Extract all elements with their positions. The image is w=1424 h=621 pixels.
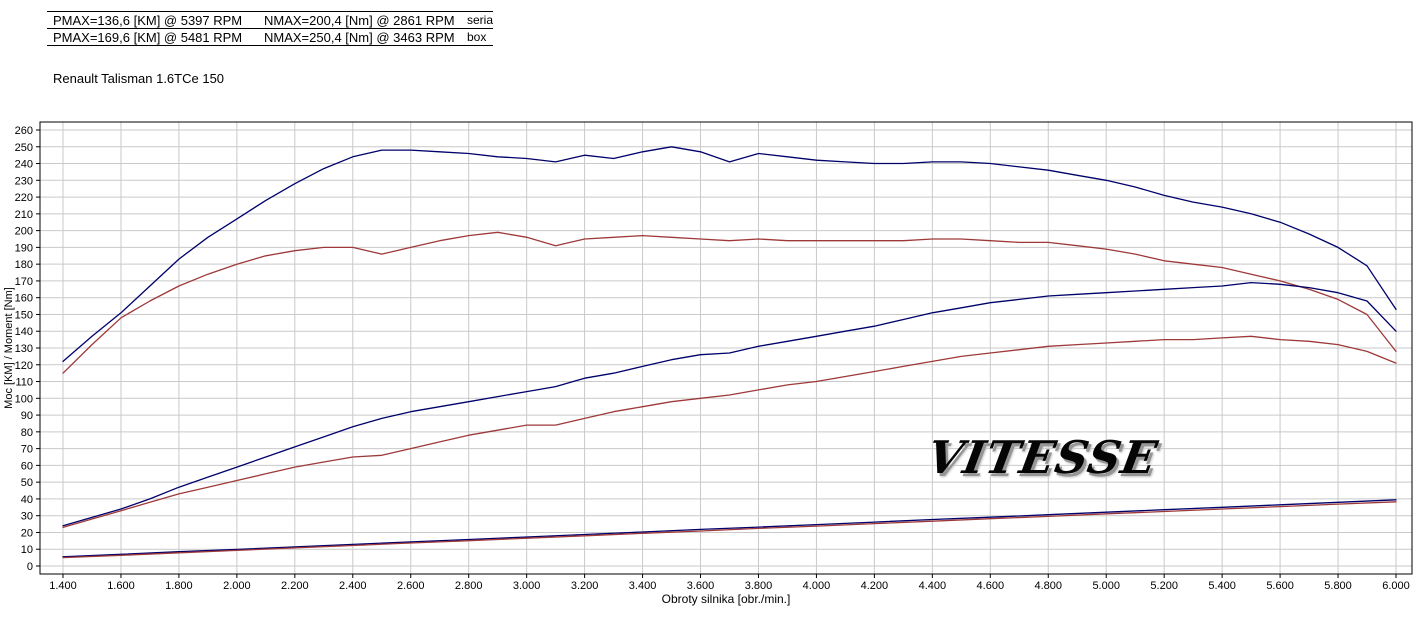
ytick-label: 250 — [15, 142, 33, 154]
ytick-label: 30 — [21, 511, 33, 523]
xtick-label: 4.200 — [861, 580, 889, 592]
pmax-box-value: PMAX=169,6 [KM] @ 5481 RPM — [53, 29, 243, 45]
ytick-label: 90 — [21, 410, 33, 422]
xtick-label: 3.000 — [513, 580, 541, 592]
xtick-label: 2.600 — [397, 580, 425, 592]
xtick-label: 2.800 — [455, 580, 483, 592]
xtick-label: 2.000 — [223, 580, 251, 592]
ytick-label: 120 — [15, 360, 33, 372]
xtick-label: 5.600 — [1266, 580, 1294, 592]
xtick-label: 5.800 — [1324, 580, 1352, 592]
run-tag-seria: seria — [467, 13, 494, 27]
xtick-label: 2.200 — [281, 580, 309, 592]
xtick-label: 4.800 — [1034, 580, 1062, 592]
curve-moc-seria — [62, 335, 1397, 529]
xtick-label: 3.200 — [571, 580, 599, 592]
ytick-label: 190 — [15, 242, 33, 254]
xtick-label: 4.600 — [977, 580, 1005, 592]
ytick-label: 80 — [21, 427, 33, 439]
ytick-label: 170 — [15, 276, 33, 288]
ytick-label: 70 — [21, 444, 33, 456]
ytick-label: 200 — [15, 226, 33, 238]
ytick-label: 150 — [15, 309, 33, 321]
run-tag-box: box — [467, 30, 487, 44]
curve-moment-box — [62, 146, 1397, 363]
ytick-label: 130 — [15, 343, 33, 355]
ytick-label: 100 — [15, 393, 33, 405]
xtick-label: 5.000 — [1092, 580, 1120, 592]
ytick-label: 210 — [15, 209, 33, 221]
nmax-seria-value: NMAX=200,4 [Nm] @ 2861 RPM — [264, 12, 455, 28]
curve-aux-seria — [62, 501, 1397, 559]
curve-aux-box — [62, 499, 1397, 558]
ytick-label: 50 — [21, 477, 33, 489]
xtick-label: 1.800 — [165, 580, 193, 592]
vitesse-logo: VITESSE — [923, 431, 1162, 484]
xtick-label: 5.400 — [1208, 580, 1236, 592]
xtick-label: 1.600 — [107, 580, 135, 592]
x-axis-title: Obroty silnika [obr./min.] — [662, 592, 791, 606]
ytick-label: 20 — [21, 527, 33, 539]
summary-table: PMAX=136,6 [KM] @ 5397 RPM NMAX=200,4 [N… — [47, 11, 493, 46]
xtick-label: 1.400 — [49, 580, 77, 592]
xtick-label: 3.800 — [745, 580, 773, 592]
pmax-seria-value: PMAX=136,6 [KM] @ 5397 RPM — [53, 12, 243, 28]
curve-moc-box — [62, 281, 1397, 527]
xtick-label: 2.400 — [339, 580, 367, 592]
curve-moment-seria — [62, 231, 1397, 374]
xtick-label: 5.200 — [1150, 580, 1178, 592]
ytick-label: 140 — [15, 326, 33, 338]
y-axis-title: Moc [KM] / Moment [Nm] — [3, 287, 15, 409]
ytick-label: 160 — [15, 293, 33, 305]
xtick-label: 4.400 — [919, 580, 947, 592]
ytick-label: 60 — [21, 460, 33, 472]
summary-row-box: PMAX=169,6 [KM] @ 5481 RPM NMAX=250,4 [N… — [47, 28, 493, 45]
xtick-label: 3.400 — [629, 580, 657, 592]
ytick-label: 180 — [15, 259, 33, 271]
ytick-label: 240 — [15, 159, 33, 171]
nmax-box-value: NMAX=250,4 [Nm] @ 3463 RPM — [264, 29, 455, 45]
ytick-label: 110 — [15, 377, 33, 389]
ytick-label: 0 — [27, 561, 33, 573]
ytick-label: 40 — [21, 494, 33, 506]
summary-row-seria: PMAX=136,6 [KM] @ 5397 RPM NMAX=200,4 [N… — [47, 11, 493, 28]
ytick-label: 230 — [15, 175, 33, 187]
ytick-label: 260 — [15, 125, 33, 137]
xtick-label: 3.600 — [687, 580, 715, 592]
vehicle-title: Renault Talisman 1.6TCe 150 — [53, 71, 225, 86]
ytick-label: 10 — [21, 544, 33, 556]
xtick-label: 4.000 — [803, 580, 831, 592]
xtick-label: 6.000 — [1382, 580, 1410, 592]
ytick-label: 220 — [15, 192, 33, 204]
